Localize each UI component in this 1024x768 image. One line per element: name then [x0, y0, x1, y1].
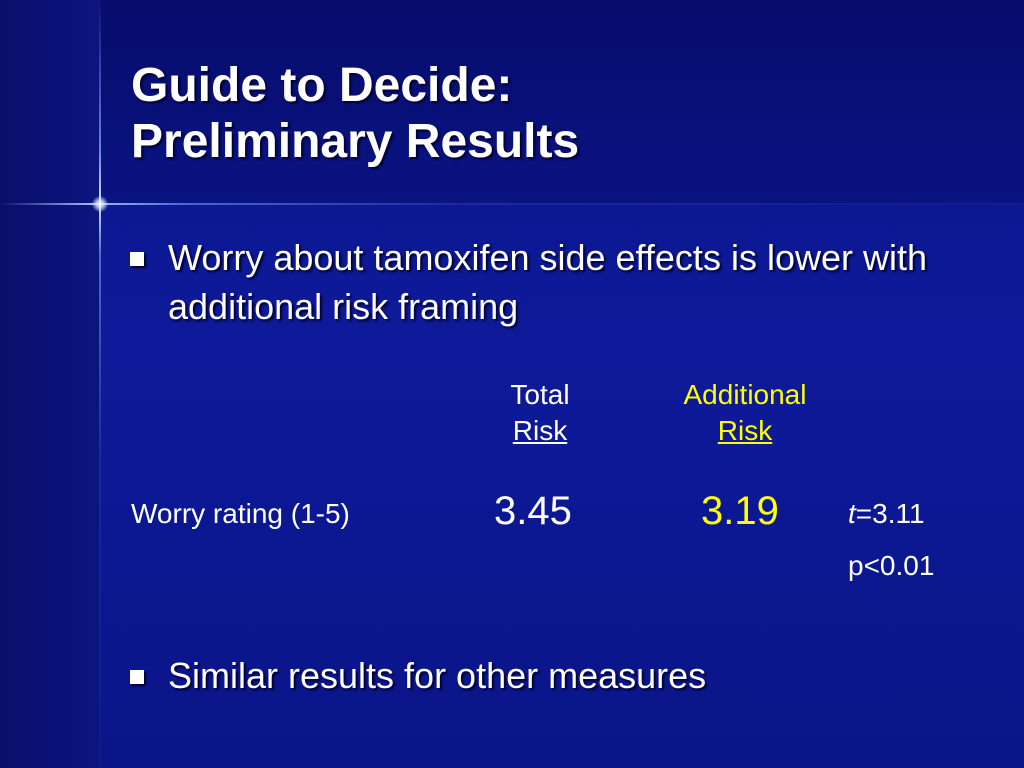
- bullet-text: Worry about tamoxifen side effects is lo…: [168, 237, 927, 327]
- column-header-additional-risk: Additional Risk: [660, 377, 830, 449]
- vertical-accent-line: [99, 0, 101, 768]
- value-total-risk: 3.45: [494, 489, 572, 533]
- value-additional-risk: 3.19: [701, 489, 779, 533]
- bullet-text: Similar results for other measures: [168, 655, 707, 696]
- column-header-line: Risk: [512, 415, 568, 446]
- left-band: [0, 0, 100, 768]
- column-header-total-risk: Total Risk: [480, 377, 600, 449]
- p-value: p<0.01: [848, 550, 935, 581]
- title-line-1: Guide to Decide:: [131, 59, 513, 112]
- sparkle-icon: [92, 196, 108, 212]
- title-line-2: Preliminary Results: [131, 115, 580, 168]
- bullet-square-icon: [130, 252, 144, 266]
- column-header-line: Additional: [683, 379, 807, 410]
- bullet-item: Worry about tamoxifen side effects is lo…: [130, 233, 948, 331]
- t-value: =3.11: [855, 498, 925, 529]
- column-header-line: Total: [510, 379, 570, 410]
- bullet-item: Similar results for other measures: [130, 651, 948, 700]
- t-statistic: t=3.11: [848, 497, 925, 531]
- t-symbol: t: [848, 498, 856, 529]
- slide-title: Guide to Decide: Preliminary Results: [131, 58, 579, 170]
- bullet-square-icon: [130, 670, 144, 684]
- column-header-line: Risk: [717, 415, 773, 446]
- row-label-worry-rating: Worry rating (1-5): [131, 498, 350, 529]
- horizontal-accent-line: [0, 203, 1024, 205]
- title-band: [100, 0, 1024, 205]
